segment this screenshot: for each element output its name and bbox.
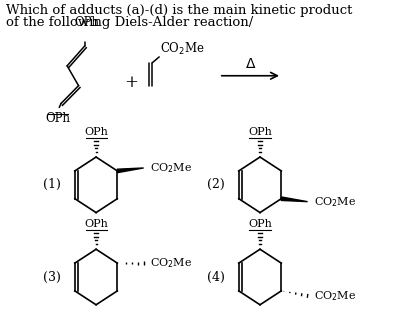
Text: (4): (4): [207, 270, 225, 283]
Text: CO$_2$Me: CO$_2$Me: [150, 161, 192, 175]
Text: (1): (1): [43, 178, 61, 191]
Text: CO$_2$Me: CO$_2$Me: [160, 41, 205, 57]
Text: of the following Diels-Alder reaction/: of the following Diels-Alder reaction/: [6, 16, 253, 29]
Polygon shape: [281, 197, 308, 202]
Text: OPh: OPh: [45, 112, 70, 125]
Text: $\Delta$: $\Delta$: [245, 57, 256, 71]
Text: (2): (2): [208, 178, 225, 191]
Text: CO$_2$Me: CO$_2$Me: [314, 195, 356, 209]
Text: OPh: OPh: [84, 127, 108, 137]
Text: OPh: OPh: [248, 219, 272, 229]
Text: CO$_2$Me: CO$_2$Me: [150, 256, 192, 270]
Text: OPh: OPh: [248, 127, 272, 137]
Text: +: +: [124, 74, 138, 91]
Text: CO$_2$Me: CO$_2$Me: [314, 289, 356, 303]
Text: OPh: OPh: [84, 219, 108, 229]
Text: (3): (3): [43, 270, 61, 283]
Polygon shape: [117, 168, 143, 173]
Text: Which of adducts (a)-(d) is the main kinetic product: Which of adducts (a)-(d) is the main kin…: [6, 4, 352, 17]
Text: OPh: OPh: [74, 16, 99, 29]
